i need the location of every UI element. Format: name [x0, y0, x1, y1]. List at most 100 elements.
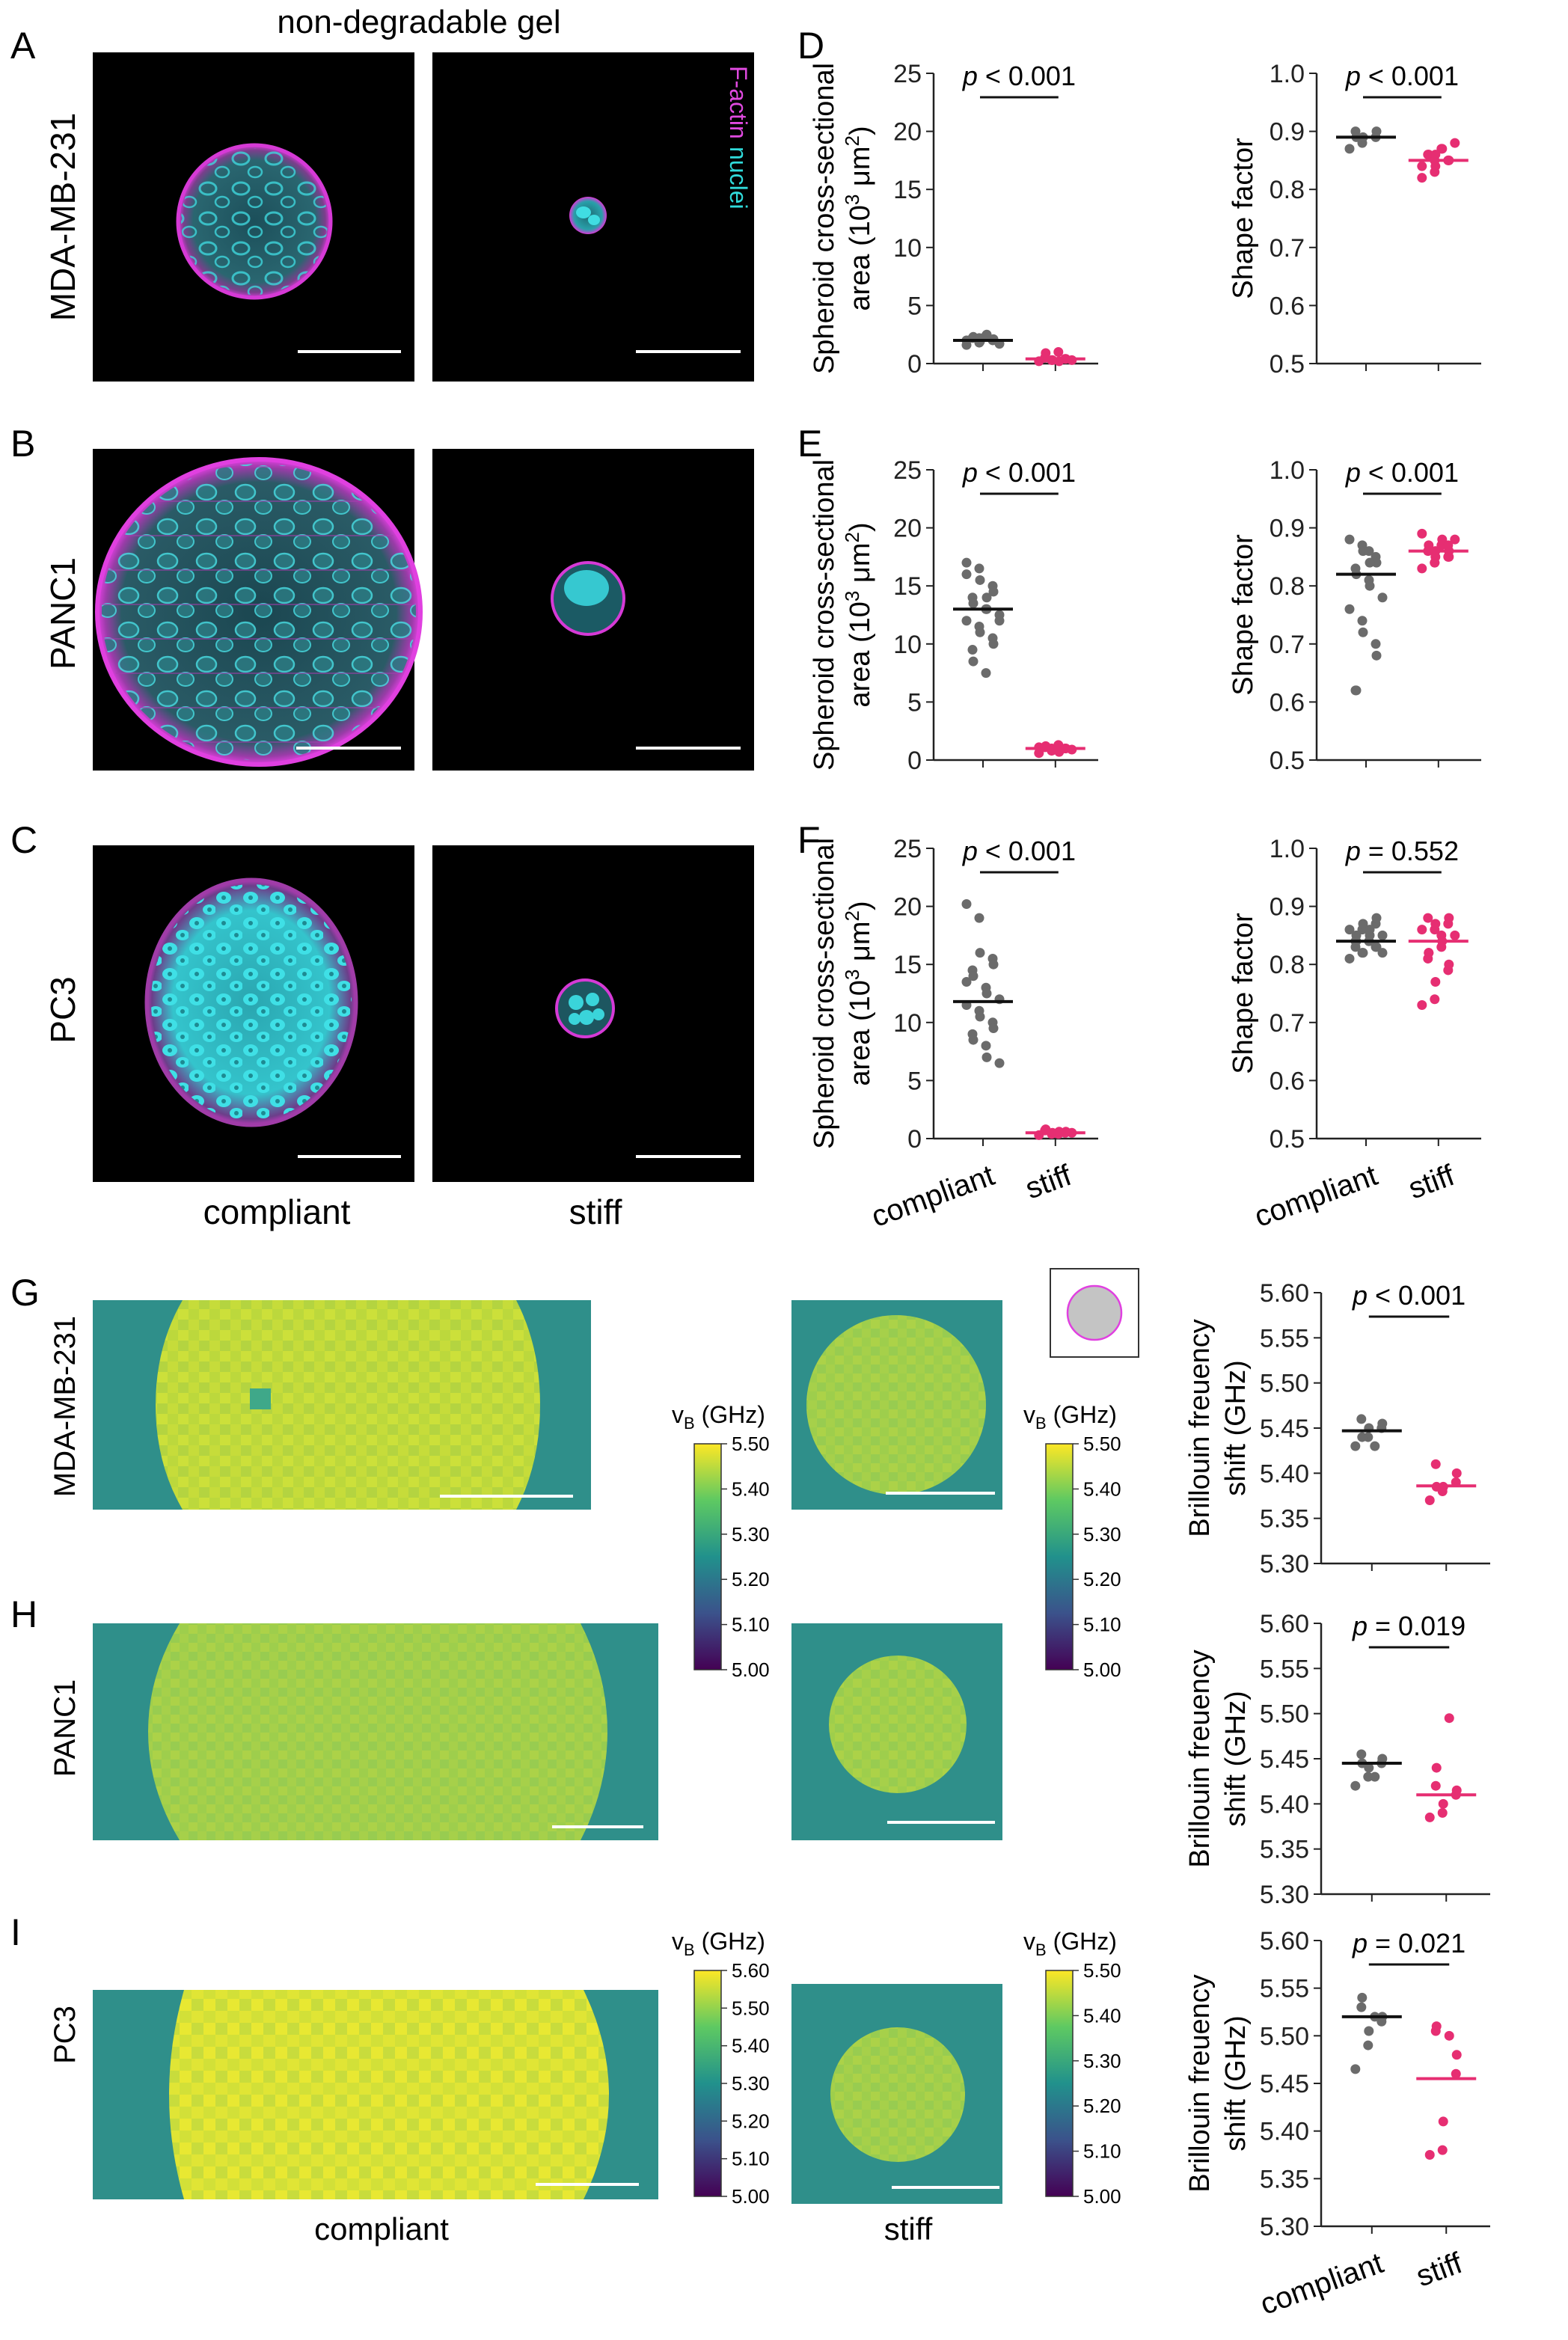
- data-point-stiff: [1417, 925, 1427, 935]
- p-value-label: p < 0.001: [962, 457, 1076, 488]
- colorbar-tick-label: 5.10: [732, 2148, 770, 2170]
- colorbar-tick-label: 5.30: [732, 2072, 770, 2095]
- p-value-label: p = 0.021: [1352, 1928, 1466, 1958]
- colorbar-tick-label: 5.20: [732, 1568, 770, 1590]
- data-point-compliant: [968, 656, 979, 667]
- data-point-compliant: [1365, 581, 1375, 591]
- y-tick-label: 5.45: [1260, 2070, 1309, 2098]
- data-point-compliant: [988, 1023, 999, 1034]
- data-point-compliant: [1364, 2026, 1374, 2036]
- p-value-label: p < 0.001: [1352, 1280, 1466, 1311]
- colorbar-tick-label: 5.50: [732, 1997, 770, 2019]
- y-tick-label: 0.7: [1270, 1009, 1305, 1038]
- data-point-compliant: [1344, 925, 1355, 935]
- data-point-compliant: [1377, 1754, 1388, 1764]
- y-tick-label: 0.6: [1270, 292, 1305, 320]
- data-point-compliant: [1344, 953, 1355, 964]
- data-point-stiff: [1424, 1495, 1435, 1506]
- row-label-panc1: PANC1: [43, 557, 82, 670]
- colorbar-tick-label: 5.40: [732, 2035, 770, 2057]
- data-point-compliant: [981, 988, 992, 999]
- data-point-stiff: [1438, 2116, 1448, 2127]
- y-axis-label: Brillouin freuency: [1184, 1974, 1216, 2192]
- panel-letter-g: G: [10, 1272, 40, 1314]
- data-point-compliant: [961, 976, 972, 987]
- data-point-compliant: [1344, 144, 1355, 154]
- brillouin-map-i-stiff: [791, 1984, 1002, 2204]
- data-point-compliant: [988, 959, 999, 970]
- data-point-compliant: [981, 592, 992, 603]
- data-point-compliant: [968, 971, 979, 981]
- colorbar-tick-label: 5.10: [732, 1614, 770, 1636]
- data-point-stiff: [1424, 2150, 1435, 2160]
- data-point-compliant: [1363, 1771, 1373, 1782]
- data-point-stiff: [1437, 534, 1448, 545]
- colorbar-tick-label: 5.20: [1083, 2095, 1121, 2117]
- colorbar-tick-label: 5.50: [732, 1433, 770, 1455]
- y-tick-label: 10: [893, 1009, 922, 1038]
- p-value-label: p = 0.552: [1345, 836, 1459, 866]
- data-point-compliant: [975, 627, 985, 637]
- data-point-stiff: [1423, 913, 1433, 923]
- y-tick-label: 5.45: [1260, 1415, 1309, 1443]
- data-point-compliant: [1371, 639, 1381, 649]
- colorbars: vB (GHz)5.505.405.305.205.105.00 vB (GHz)…: [672, 1401, 1121, 2208]
- micrograph-c-compliant: [93, 845, 414, 1182]
- colorbar-tick-label: 5.30: [1083, 1523, 1121, 1546]
- data-point-stiff: [1444, 913, 1454, 923]
- data-point-compliant: [1370, 1441, 1380, 1451]
- data-point-compliant: [961, 557, 972, 568]
- data-point-stiff: [1424, 540, 1434, 551]
- y-tick-label: 0.9: [1270, 515, 1305, 543]
- y-tick-label: 0.9: [1270, 118, 1305, 147]
- micrograph-c-stiff: [432, 845, 754, 1182]
- chart-d-area: 0 5 10 15 20 25 p < 0.001 Spheroid cross-sectio…: [809, 60, 1098, 379]
- y-tick-label: 5.35: [1260, 2165, 1309, 2193]
- y-tick-label: 0: [907, 747, 922, 775]
- brillouin-map-h-stiff: [791, 1623, 1002, 1840]
- y-tick-label: 25: [893, 456, 922, 485]
- data-point-stiff: [1424, 1812, 1435, 1822]
- panel-letter-h: H: [10, 1593, 37, 1635]
- colorbar-title: vB (GHz): [672, 1928, 765, 1959]
- data-point-compliant: [981, 668, 991, 679]
- y-axis-label: Brillouin freuency: [1184, 1319, 1216, 1537]
- data-point-compliant: [1363, 2040, 1373, 2050]
- data-point-compliant: [1358, 919, 1368, 929]
- data-point-compliant: [1377, 592, 1388, 603]
- data-point-compliant: [1371, 557, 1382, 568]
- y-tick-label: 5.60: [1260, 1610, 1309, 1638]
- data-point-stiff: [1417, 1000, 1427, 1011]
- data-point-compliant: [1377, 930, 1388, 940]
- y-tick-label: 1.0: [1270, 60, 1305, 88]
- y-tick-label: 25: [893, 60, 922, 88]
- y-tick-label: 5.55: [1260, 1655, 1309, 1683]
- y-tick-label: 0.6: [1270, 1067, 1305, 1095]
- micrograph-a-stiff: F-actin nuclei: [432, 52, 754, 382]
- data-point-compliant: [1356, 1749, 1367, 1759]
- colorbar-2: vB (GHz)5.50 5.40 5.30 5.20 5.10 5.00: [1023, 1401, 1121, 1681]
- y-tick-label: 15: [893, 951, 922, 979]
- p-value-label: p = 0.019: [1352, 1611, 1466, 1641]
- data-point-stiff: [1417, 563, 1427, 574]
- map-label-stiff: stiff: [884, 2211, 933, 2246]
- y-tick-label: 10: [893, 234, 922, 263]
- y-tick-label: 5.50: [1260, 1700, 1309, 1729]
- data-point-compliant: [1344, 534, 1355, 545]
- chart-e-area: 0 5 10 15 20 25 p < 0.001 Spheroid cross-sectio…: [809, 456, 1098, 775]
- data-point-compliant: [1357, 616, 1368, 626]
- data-point-compliant: [981, 1041, 991, 1051]
- p-value-label: p < 0.001: [962, 61, 1076, 91]
- data-point-compliant: [975, 1011, 985, 1022]
- data-point-compliant: [1364, 546, 1374, 557]
- data-point-compliant: [1351, 930, 1362, 940]
- y-tick-label: 0.8: [1270, 572, 1305, 601]
- y-tick-label: 5.60: [1260, 1927, 1309, 1955]
- map-label-compliant: compliant: [314, 2211, 449, 2246]
- y-axis-label-units: area (103 μm2): [841, 126, 876, 310]
- data-point-compliant: [994, 1058, 1005, 1068]
- data-point-stiff: [1450, 534, 1460, 545]
- y-tick-label: 0.7: [1270, 234, 1305, 263]
- data-point-stiff: [1451, 1785, 1462, 1795]
